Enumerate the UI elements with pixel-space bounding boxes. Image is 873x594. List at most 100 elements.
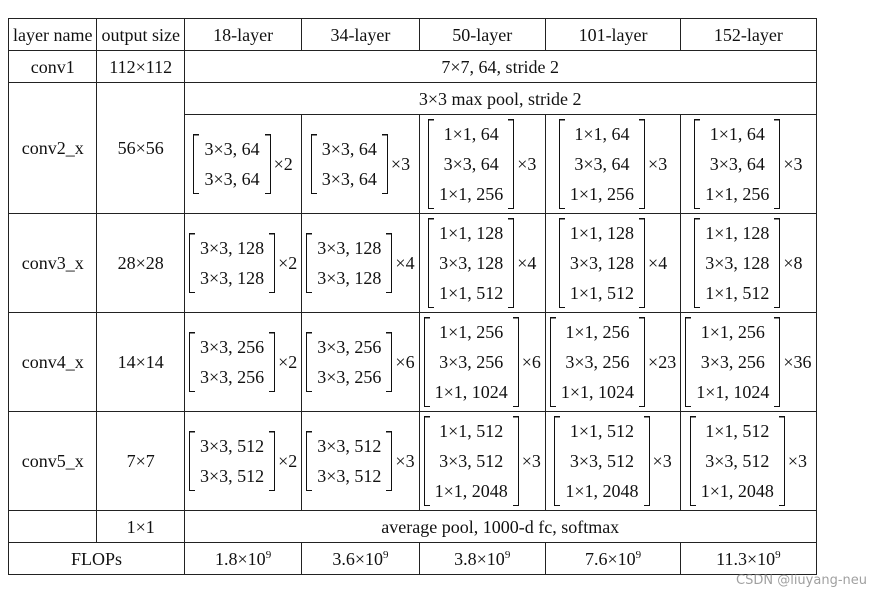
block-line: 1×1, 256 [565, 322, 630, 342]
bracket: 1×1, 64 3×3, 64 1×1, 256 [428, 119, 515, 209]
block-line: 3×3, 512 [199, 436, 265, 456]
header-cell: 152-layer [680, 18, 817, 51]
repeat: ×6 [521, 352, 541, 372]
block-cell: 1×1, 64 3×3, 64 1×1, 256 ×3 [418, 114, 546, 214]
repeat: ×3 [787, 451, 808, 471]
block-cell: 3×3, 64 3×3, 64 ×2 [183, 114, 303, 214]
block-line: 3×3, 128 [439, 253, 504, 273]
flops-cell: 1.8×109 [183, 542, 303, 575]
repeat: ×3 [783, 154, 803, 174]
block-cell: 3×3, 256 3×3, 256 ×2 [183, 312, 303, 412]
block: 1×1, 128 3×3, 128 1×1, 512 ×4 [558, 218, 668, 308]
block: 3×3, 256 3×3, 256 ×2 [188, 332, 297, 392]
block: 3×3, 64 3×3, 64 ×3 [310, 134, 410, 194]
repeat: ×3 [395, 451, 415, 471]
block-line: 3×3, 512 [569, 451, 635, 471]
flops-exp: 9 [265, 548, 272, 561]
header-row: layer name output size 18-layer 34-layer 50-… [7, 18, 817, 51]
bracket: 3×3, 128 3×3, 128 [188, 233, 276, 293]
block-line: 1×1, 256 [439, 322, 504, 342]
row-name: FLOPs [8, 542, 185, 575]
repeat: ×3 [521, 451, 541, 471]
block-cell: 1×1, 256 3×3, 256 1×1, 1024 ×6 [418, 312, 546, 412]
block-line: 1×1, 1024 [560, 382, 635, 402]
row: 1×1 average pool, 1000-d fc, softmax [7, 510, 817, 543]
span-cell: 3×3 max pool, stride 2 [183, 82, 817, 115]
repeat: ×4 [648, 253, 668, 273]
bracket: 1×1, 64 3×3, 64 1×1, 256 [558, 119, 646, 209]
block: 1×1, 512 3×3, 512 1×1, 2048 ×3 [689, 416, 808, 506]
block-cell: 1×1, 64 3×3, 64 1×1, 256 ×3 [544, 114, 682, 214]
header-cell: layer name [7, 18, 98, 51]
bracket: 3×3, 512 3×3, 512 [306, 431, 393, 491]
block-line: 3×3, 64 [443, 154, 499, 174]
output-size: 14×14 [96, 312, 185, 412]
block-line: 1×1, 256 [569, 184, 635, 204]
block-cell: 1×1, 256 3×3, 256 1×1, 1024 ×36 [680, 312, 817, 412]
block: 1×1, 256 3×3, 256 1×1, 1024 ×6 [423, 317, 541, 407]
bracket: 3×3, 512 3×3, 512 [188, 431, 276, 491]
block: 1×1, 64 3×3, 64 1×1, 256 ×3 [694, 119, 803, 209]
block-cell: 3×3, 256 3×3, 256 ×6 [301, 312, 420, 412]
block: 1×1, 512 3×3, 512 1×1, 2048 ×3 [423, 416, 541, 506]
span-cell: 7×7, 64, stride 2 [183, 50, 817, 83]
block-line: 3×3, 256 [317, 367, 382, 387]
repeat: ×4 [395, 253, 415, 273]
block-line: 3×3, 64 [574, 154, 630, 174]
repeat: ×4 [517, 253, 537, 273]
block-line: 3×3, 64 [321, 139, 377, 159]
block: 3×3, 64 3×3, 64 ×2 [193, 134, 293, 194]
span-cell: average pool, 1000-d fc, softmax [183, 510, 817, 543]
block-cell: 3×3, 512 3×3, 512 ×2 [183, 411, 303, 511]
block-line: 1×1, 128 [569, 223, 635, 243]
watermark: CSDN @liuyang-neu [736, 573, 867, 588]
output-size: 7×7 [96, 411, 185, 511]
bracket: 1×1, 256 3×3, 256 1×1, 1024 [423, 317, 519, 407]
block: 1×1, 512 3×3, 512 1×1, 2048 ×3 [554, 416, 672, 506]
block-line: 1×1, 64 [574, 124, 630, 144]
flops-cell: 7.6×109 [544, 542, 682, 575]
flops-base: 3.6×10 [332, 548, 383, 569]
block-line: 3×3, 128 [705, 253, 770, 273]
block-line: 3×3, 256 [700, 352, 765, 372]
block-line: 1×1, 64 [443, 124, 499, 144]
block-line: 3×3, 64 [204, 169, 260, 189]
output-size: 28×28 [96, 213, 185, 313]
output-size: 56×56 [96, 82, 185, 214]
bracket: 1×1, 64 3×3, 64 1×1, 256 [694, 119, 781, 209]
block-line: 3×3, 128 [317, 238, 382, 258]
row-name: conv2_x [7, 82, 98, 214]
block: 1×1, 256 3×3, 256 1×1, 1024 ×36 [685, 317, 812, 407]
header-cell: 101-layer [544, 18, 682, 51]
row: conv3_x 28×28 3×3, 128 3×3, 128 ×2 3×3, 128 3×… [7, 213, 817, 313]
repeat: ×8 [783, 253, 803, 273]
header-cell: 18-layer [183, 18, 303, 51]
flops-cell: 3.8×109 [418, 542, 546, 575]
block-line: 1×1, 64 [709, 124, 765, 144]
bracket: 1×1, 128 3×3, 128 1×1, 512 [558, 218, 646, 308]
block-cell: 1×1, 128 3×3, 128 1×1, 512 ×4 [544, 213, 682, 313]
block-line: 3×3, 256 [565, 352, 630, 372]
block-cell: 1×1, 128 3×3, 128 1×1, 512 ×4 [418, 213, 546, 313]
row-name: conv4_x [7, 312, 98, 412]
row-name [7, 510, 98, 543]
bracket: 3×3, 128 3×3, 128 [306, 233, 393, 293]
header-cell: output size [96, 18, 185, 51]
block-line: 1×1, 512 [439, 283, 504, 303]
row-name: conv3_x [7, 213, 98, 313]
repeat: ×3 [648, 154, 668, 174]
block: 1×1, 128 3×3, 128 1×1, 512 ×8 [694, 218, 803, 308]
block-line: 3×3, 128 [569, 253, 635, 273]
block-line: 1×1, 2048 [565, 481, 639, 501]
block-line: 1×1, 512 [439, 421, 504, 441]
block-line: 3×3, 256 [199, 367, 265, 387]
flops-exp: 9 [504, 548, 511, 561]
bracket: 1×1, 128 3×3, 128 1×1, 512 [694, 218, 781, 308]
block-cell: 1×1, 256 3×3, 256 1×1, 1024 ×23 [544, 312, 682, 412]
flops-base: 7.6×10 [584, 548, 636, 569]
repeat: ×23 [648, 352, 677, 372]
flops-base: 3.8×10 [454, 548, 505, 569]
block: 1×1, 64 3×3, 64 1×1, 256 ×3 [558, 119, 668, 209]
block-cell: 1×1, 512 3×3, 512 1×1, 2048 ×3 [418, 411, 546, 511]
